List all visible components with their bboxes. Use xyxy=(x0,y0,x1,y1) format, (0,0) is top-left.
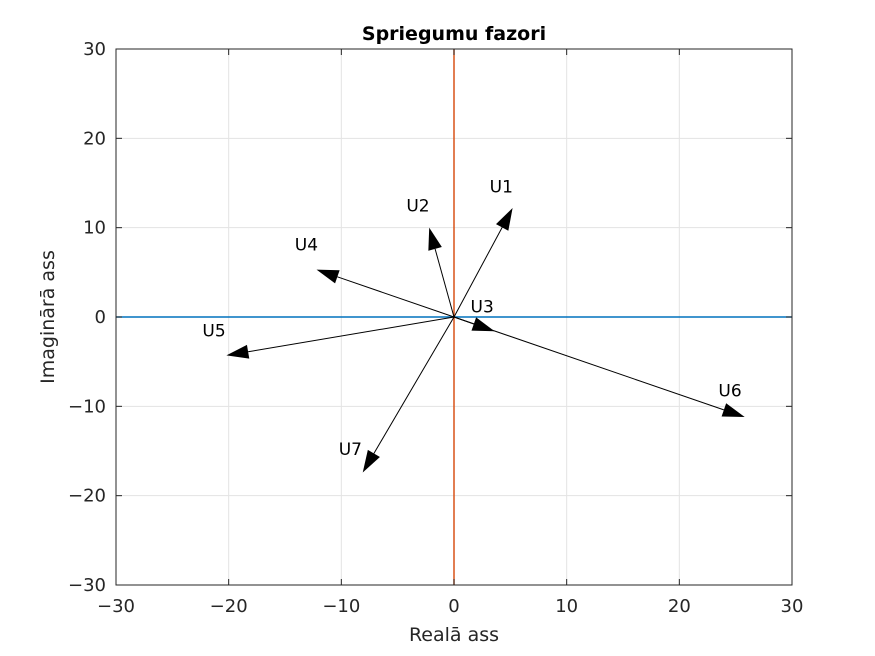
phasors: U1 U2 U3 U4 U5 U6 U7 xyxy=(202,178,745,473)
y-axis-label: Imaginārā ass xyxy=(37,250,59,384)
x-tick-label: 30 xyxy=(781,596,804,617)
phasor-u3: U3 xyxy=(453,297,495,332)
y-tick-label: −30 xyxy=(68,575,106,596)
phasor-arrowhead xyxy=(428,227,442,251)
x-axis-label: Realā ass xyxy=(409,624,499,646)
phasor-arrowhead xyxy=(226,344,250,359)
phasor-label: U7 xyxy=(339,440,362,460)
phasor-label: U4 xyxy=(295,236,318,256)
phasor-shaft xyxy=(337,276,455,318)
y-tick-label: 20 xyxy=(83,128,106,149)
phasor-shaft xyxy=(453,316,725,411)
phasor-label: U1 xyxy=(490,178,513,198)
y-tick-label: 10 xyxy=(83,218,106,239)
phasor-shaft xyxy=(434,248,455,318)
phasor-u6: U6 xyxy=(453,316,745,418)
phasor-label: U3 xyxy=(471,297,494,317)
y-tick-label: 30 xyxy=(83,39,106,60)
x-tick-label: −10 xyxy=(322,596,360,617)
phasor-arrowhead xyxy=(496,208,513,231)
phasor-u1: U1 xyxy=(453,178,513,318)
x-tick-label: 10 xyxy=(555,596,578,617)
y-tick-label: 0 xyxy=(95,307,106,328)
phasor-u7: U7 xyxy=(339,316,455,473)
phasor-u4: U4 xyxy=(295,236,455,318)
phasor-arrowhead xyxy=(362,449,380,473)
y-tick-label: −10 xyxy=(68,396,106,417)
phasor-label: U6 xyxy=(718,381,741,401)
phasor-u2: U2 xyxy=(406,196,455,318)
axis-ticks: −30 −20 −10 0 10 20 30 −30 −20 −10 0 10 20 30 xyxy=(68,39,803,617)
phasor-arrowhead xyxy=(471,317,495,332)
phasor-arrowhead xyxy=(721,403,745,418)
phasor-label: U5 xyxy=(202,321,225,341)
phasor-label: U2 xyxy=(406,196,429,216)
y-tick-label: −20 xyxy=(68,486,106,507)
phasor-arrowhead xyxy=(316,269,340,284)
x-tick-label: 0 xyxy=(448,596,459,617)
x-tick-label: −20 xyxy=(210,596,248,617)
phasor-shaft xyxy=(373,316,455,454)
phasor-shaft xyxy=(248,316,455,353)
x-tick-label: 20 xyxy=(668,596,691,617)
x-tick-label: −30 xyxy=(97,596,135,617)
phasor-u5: U5 xyxy=(202,316,455,359)
phasor-shaft xyxy=(453,227,503,318)
chart-title: Spriegumu fazori xyxy=(362,23,546,45)
